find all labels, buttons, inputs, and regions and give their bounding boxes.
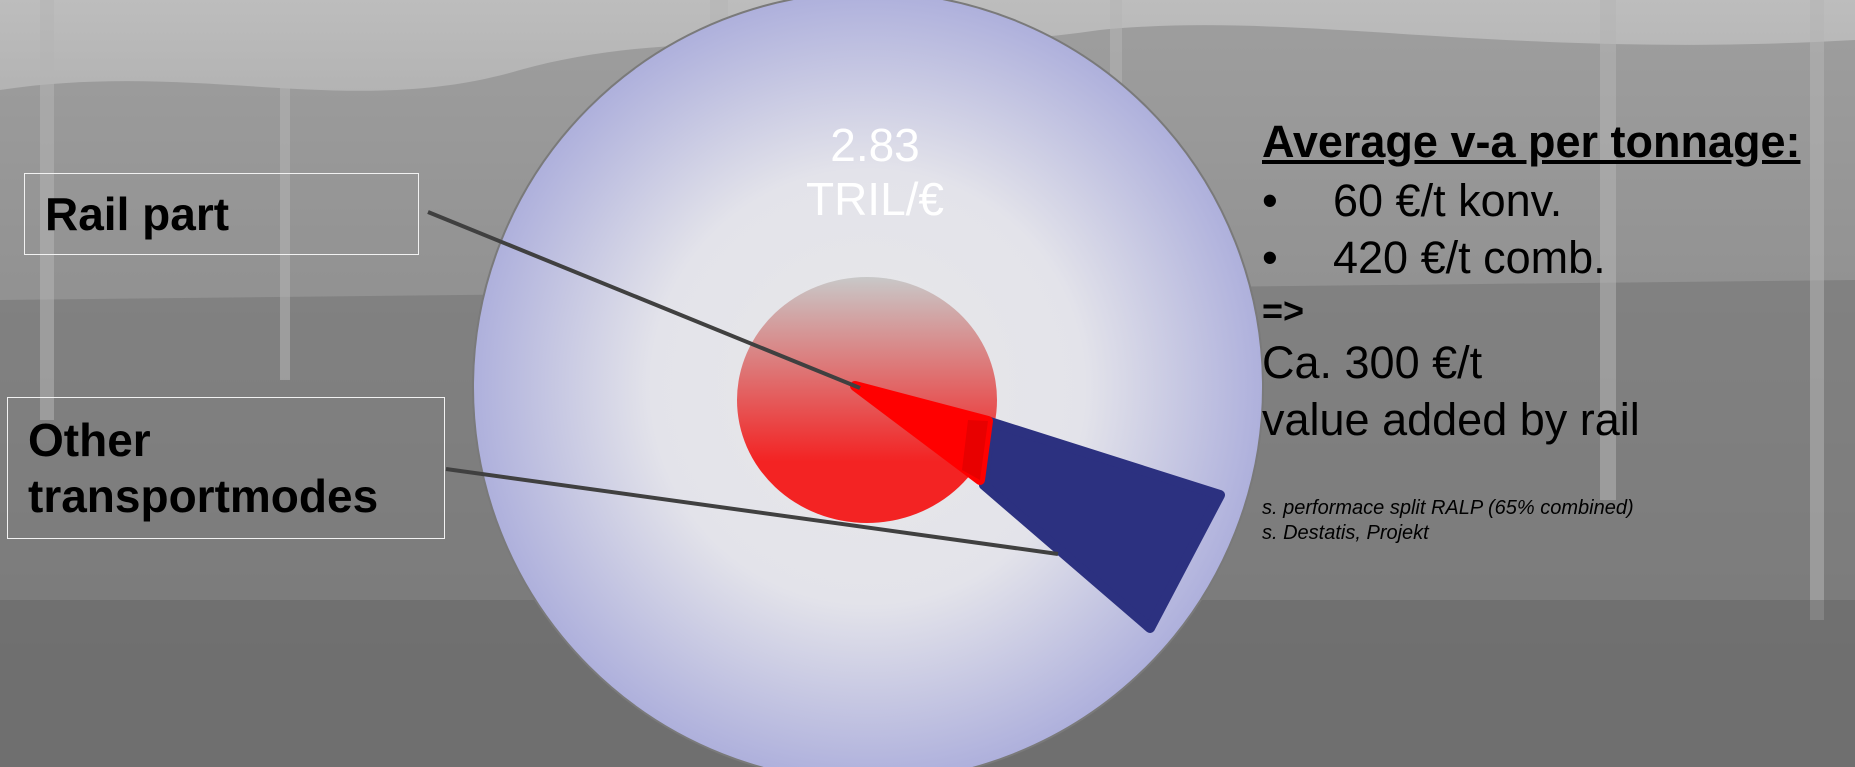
rail-part-leader-line [427,210,861,390]
total-value-unit: TRIL/€ [805,173,945,225]
source-note-1: s. performace split RALP (65% combined) [1262,497,1634,519]
bullet-conventional: 60 €/t konv. [1262,172,1852,229]
bullet-combined: 420 €/t comb. [1262,229,1852,286]
other-modes-label-line-2: transportmodes [28,470,379,522]
rail-part-segment [850,381,993,485]
summary-panel: Average v-a per tonnage: 60 €/t konv. 42… [1262,112,1852,546]
other-modes-leader-line [445,467,1059,556]
total-value-label: 2.83 TRIL/€ [775,118,975,226]
total-value-amount: 2.83 [830,119,920,171]
source-notes: s. performace split RALP (65% combined) … [1262,496,1852,546]
summary-heading: Average v-a per tonnage: [1262,116,1801,167]
other-modes-label-line-1: Other [28,414,151,466]
other-modes-callout: Other transportmodes [7,397,445,539]
source-note-2: s. Destatis, Projekt [1262,522,1429,544]
rail-part-callout: Rail part [24,173,419,255]
rail-part-segment-shade [962,420,988,480]
rail-part-label: Rail part [45,188,230,240]
summary-bullet-list: 60 €/t konv. 420 €/t comb. [1262,172,1852,286]
result-line-1: Ca. 300 €/t [1262,337,1483,388]
result-arrow: => [1262,290,1305,331]
result-line-2: value added by rail [1262,394,1640,445]
